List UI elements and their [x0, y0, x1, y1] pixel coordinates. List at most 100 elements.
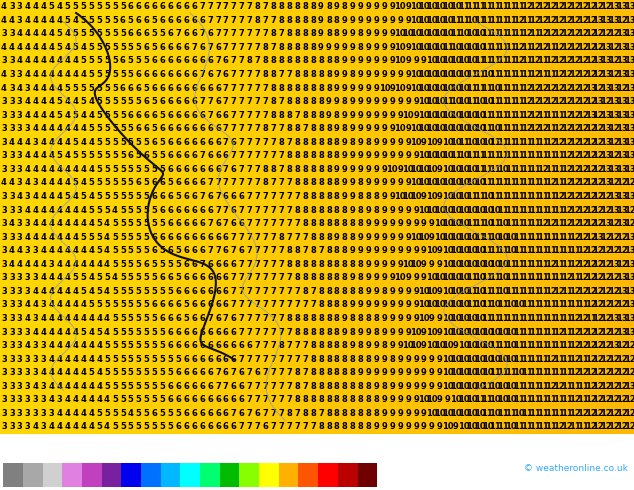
Text: 8: 8: [302, 111, 308, 120]
Text: 11: 11: [560, 260, 573, 269]
Text: 8: 8: [287, 56, 292, 66]
Text: 3: 3: [17, 16, 23, 25]
Text: 11: 11: [529, 165, 541, 174]
Text: 9: 9: [421, 246, 427, 255]
Text: 3: 3: [17, 151, 23, 160]
Text: 4: 4: [33, 124, 39, 133]
Text: 11: 11: [505, 70, 517, 79]
Text: 4: 4: [56, 368, 62, 377]
Text: 8: 8: [262, 165, 268, 174]
Text: 8: 8: [358, 409, 363, 418]
Text: 8: 8: [310, 355, 316, 364]
Text: 7: 7: [271, 16, 276, 25]
Text: 11: 11: [529, 219, 541, 228]
Text: 10: 10: [489, 260, 501, 269]
Text: 8: 8: [294, 314, 300, 323]
Text: 5: 5: [96, 327, 102, 337]
Text: 7: 7: [271, 422, 276, 431]
Text: 8: 8: [334, 409, 340, 418]
Text: 12: 12: [569, 233, 581, 242]
Text: 8: 8: [342, 124, 347, 133]
Text: 11: 11: [505, 205, 517, 215]
Text: 8: 8: [334, 56, 340, 66]
Text: 10: 10: [498, 165, 509, 174]
Text: 6: 6: [183, 151, 189, 160]
Text: 9: 9: [382, 409, 387, 418]
Text: 6: 6: [191, 287, 197, 296]
Text: 9: 9: [398, 327, 403, 337]
Text: 6: 6: [160, 205, 165, 215]
Text: 11: 11: [497, 246, 509, 255]
Text: 10: 10: [410, 29, 422, 38]
Text: 13: 13: [609, 84, 620, 93]
Text: 10: 10: [450, 205, 462, 215]
Text: 5: 5: [144, 300, 150, 309]
Text: 9: 9: [373, 178, 379, 188]
Text: 11: 11: [529, 178, 541, 188]
Text: 12: 12: [592, 165, 604, 174]
Text: 11: 11: [545, 246, 557, 255]
Text: 4: 4: [96, 260, 102, 269]
Text: 6: 6: [215, 124, 221, 133]
Text: 11: 11: [545, 205, 557, 215]
Text: 13: 13: [616, 97, 628, 106]
Text: 3: 3: [25, 409, 30, 418]
Text: 11: 11: [474, 70, 486, 79]
Text: 10: 10: [426, 97, 437, 106]
Text: 12: 12: [592, 409, 604, 418]
Text: 11: 11: [513, 287, 525, 296]
Text: 5: 5: [152, 327, 157, 337]
Text: 7: 7: [271, 246, 276, 255]
Text: 12: 12: [569, 165, 581, 174]
Text: 4: 4: [56, 124, 62, 133]
Text: 5: 5: [167, 368, 173, 377]
Text: 4: 4: [49, 97, 55, 106]
Text: 4: 4: [49, 165, 55, 174]
Text: 6: 6: [183, 409, 189, 418]
Text: 8: 8: [334, 178, 340, 188]
Text: 10: 10: [466, 29, 477, 38]
Text: 4: 4: [81, 246, 86, 255]
Text: 7: 7: [247, 300, 252, 309]
Text: 9: 9: [358, 70, 363, 79]
Text: -38: -38: [67, 489, 78, 490]
Text: 10: 10: [410, 341, 422, 350]
Text: 12: 12: [585, 192, 597, 201]
Text: 3: 3: [17, 327, 23, 337]
Text: 3: 3: [25, 84, 30, 93]
Text: 10: 10: [426, 165, 437, 174]
Text: 5: 5: [167, 355, 173, 364]
Text: 4: 4: [49, 422, 55, 431]
Text: 5: 5: [160, 111, 165, 120]
Text: 6: 6: [191, 29, 197, 38]
Text: 4: 4: [17, 138, 23, 147]
Text: 9: 9: [342, 178, 347, 188]
Text: 4: 4: [72, 314, 78, 323]
Text: 11: 11: [497, 2, 509, 11]
Text: 9: 9: [389, 192, 395, 201]
Text: 11: 11: [481, 273, 493, 282]
Text: 12: 12: [560, 192, 573, 201]
Text: 9: 9: [373, 97, 379, 106]
Text: 6: 6: [183, 327, 189, 337]
Text: 8: 8: [334, 205, 340, 215]
Text: 7: 7: [247, 16, 252, 25]
Text: 7: 7: [271, 314, 276, 323]
Text: 9: 9: [318, 2, 324, 11]
Text: 11: 11: [529, 151, 541, 160]
Text: 4: 4: [72, 192, 78, 201]
Text: 12: 12: [600, 29, 612, 38]
Text: 8: 8: [358, 219, 363, 228]
Text: 8: 8: [318, 233, 324, 242]
Text: 7: 7: [302, 246, 308, 255]
Text: 5: 5: [72, 84, 78, 93]
Text: 11: 11: [505, 84, 517, 93]
Text: 11: 11: [481, 233, 493, 242]
Text: 12: 12: [553, 84, 565, 93]
Text: 10: 10: [442, 111, 453, 120]
Text: 10: 10: [442, 205, 453, 215]
Text: 4: 4: [49, 287, 55, 296]
Text: 4: 4: [81, 368, 86, 377]
Text: 6: 6: [191, 70, 197, 79]
Text: 10: 10: [378, 84, 390, 93]
